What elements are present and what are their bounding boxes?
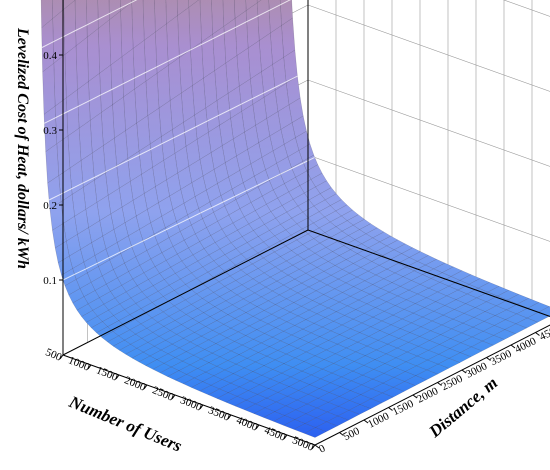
z-tick-label-1: 0.2 <box>43 200 57 212</box>
surface-cell <box>179 49 193 94</box>
surface-cell <box>188 0 200 8</box>
surface-cell <box>234 10 249 56</box>
y-tick-label-8: 4000 <box>513 335 538 356</box>
x-tick-label-2: 1500 <box>95 364 120 384</box>
y-tick-label-4: 2000 <box>415 385 440 406</box>
surface-cell <box>223 18 238 64</box>
surface-cell <box>42 62 56 115</box>
y-tick-label-3: 1500 <box>391 398 416 419</box>
back-wall-zgrid-1 <box>307 79 550 167</box>
x-tick-label-6: 3500 <box>207 404 232 424</box>
surface-cell <box>109 10 123 66</box>
back-wall-zgrid-3 <box>503 0 550 17</box>
frame-edge-3 <box>307 229 550 317</box>
surface-cell <box>86 28 100 82</box>
y-tick-label-0: 0 <box>317 442 328 455</box>
surface-cell <box>66 89 80 137</box>
x-tick-mark-3 <box>143 384 148 390</box>
x-tick-mark-4 <box>171 394 176 400</box>
surface-cell <box>245 2 260 49</box>
y-tick-mark-4 <box>412 394 418 399</box>
x-tick-mark-6 <box>227 414 232 420</box>
z-tick-label-3: 0.4 <box>43 50 57 62</box>
surface-cell <box>99 64 113 113</box>
surface-cell <box>120 1 134 58</box>
surface-cell <box>88 72 102 121</box>
x-tick-mark-7 <box>255 424 260 430</box>
surface-cell <box>337 410 360 421</box>
surface-cell <box>75 36 89 91</box>
surface-cell <box>470 340 494 352</box>
frame-edge-0 <box>62 354 316 446</box>
x-tick-mark-5 <box>199 404 204 410</box>
back-wall-zgrid-2 <box>307 4 550 92</box>
surface-cell <box>64 45 78 99</box>
y-tick-mark-9 <box>535 332 540 336</box>
x-tick-label-5: 3000 <box>179 394 204 414</box>
y-tick-label-5: 2500 <box>440 373 465 394</box>
x-tick-mark-1 <box>87 364 92 370</box>
x-tick-label-3: 2000 <box>123 374 148 394</box>
x-tick-label-7: 4000 <box>235 414 260 434</box>
x-tick-mark-2 <box>115 374 120 380</box>
surface-cell <box>188 0 202 51</box>
surface-contour-1 <box>48 75 298 201</box>
surface <box>40 0 550 438</box>
surface-cell <box>54 97 69 145</box>
z-tick-label-2: 0.3 <box>43 125 57 137</box>
surface-cell <box>98 19 112 74</box>
surface-cell <box>303 427 327 438</box>
frame-edge-2 <box>62 229 309 356</box>
x-tick-label-9: 5000 <box>291 434 316 454</box>
surface-cell <box>53 54 67 107</box>
surface-cell <box>404 375 427 386</box>
y-tick-label-2: 1000 <box>366 410 391 431</box>
surface-cell <box>426 363 450 375</box>
surface-cell <box>459 346 483 358</box>
surface-cell <box>166 15 180 66</box>
y-tick-mark-0 <box>314 444 320 449</box>
y-tick-label-1: 500 <box>342 425 363 443</box>
surface-cell <box>143 31 158 82</box>
y-tick-mark-6 <box>461 369 467 374</box>
x-tick-mark-0 <box>59 354 64 360</box>
surface-cell <box>167 57 182 101</box>
x-tick-mark-8 <box>283 434 288 440</box>
back-wall-zgrid-0 <box>307 154 550 242</box>
z-tick-label-0: 0.1 <box>43 275 57 287</box>
axis-frame <box>59 0 550 450</box>
surface-cell <box>110 56 124 106</box>
surface-cell <box>256 0 262 4</box>
x-tick-label-4: 2500 <box>151 384 176 404</box>
surface-cell <box>415 369 438 381</box>
surface-cell <box>132 39 147 90</box>
x-tick-mark-9 <box>311 444 316 450</box>
x-tick-label-8: 4500 <box>263 424 288 444</box>
surface-cell <box>155 23 169 74</box>
surface-cell <box>315 421 338 432</box>
surface-cell <box>131 0 145 49</box>
y-tick-mark-3 <box>388 407 393 411</box>
x-tick-label-1: 1000 <box>67 354 92 374</box>
surface-cell <box>77 81 91 129</box>
y-tick-mark-1 <box>339 432 344 436</box>
z-axis-title: Levelized Cost of Heat, dollars/ kWh <box>14 27 31 269</box>
y-tick-label-7: 3500 <box>489 348 514 369</box>
surface-cell <box>437 358 461 369</box>
y-tick-mark-2 <box>363 419 369 424</box>
surface-cell <box>63 0 77 56</box>
surface-cell <box>121 48 135 98</box>
surface-cell <box>348 404 372 415</box>
surface-contour-3 <box>41 0 138 48</box>
surface-cell <box>326 415 349 427</box>
x-tick-label-0: 500 <box>44 346 64 364</box>
y-tick-mark-5 <box>437 382 442 386</box>
y-tick-mark-8 <box>510 344 516 349</box>
y-tick-mark-7 <box>486 357 491 361</box>
surface-cell <box>41 18 55 73</box>
surface-cell <box>177 7 191 59</box>
surface-contour-0 <box>62 156 315 281</box>
surface-contour-2 <box>44 0 291 124</box>
